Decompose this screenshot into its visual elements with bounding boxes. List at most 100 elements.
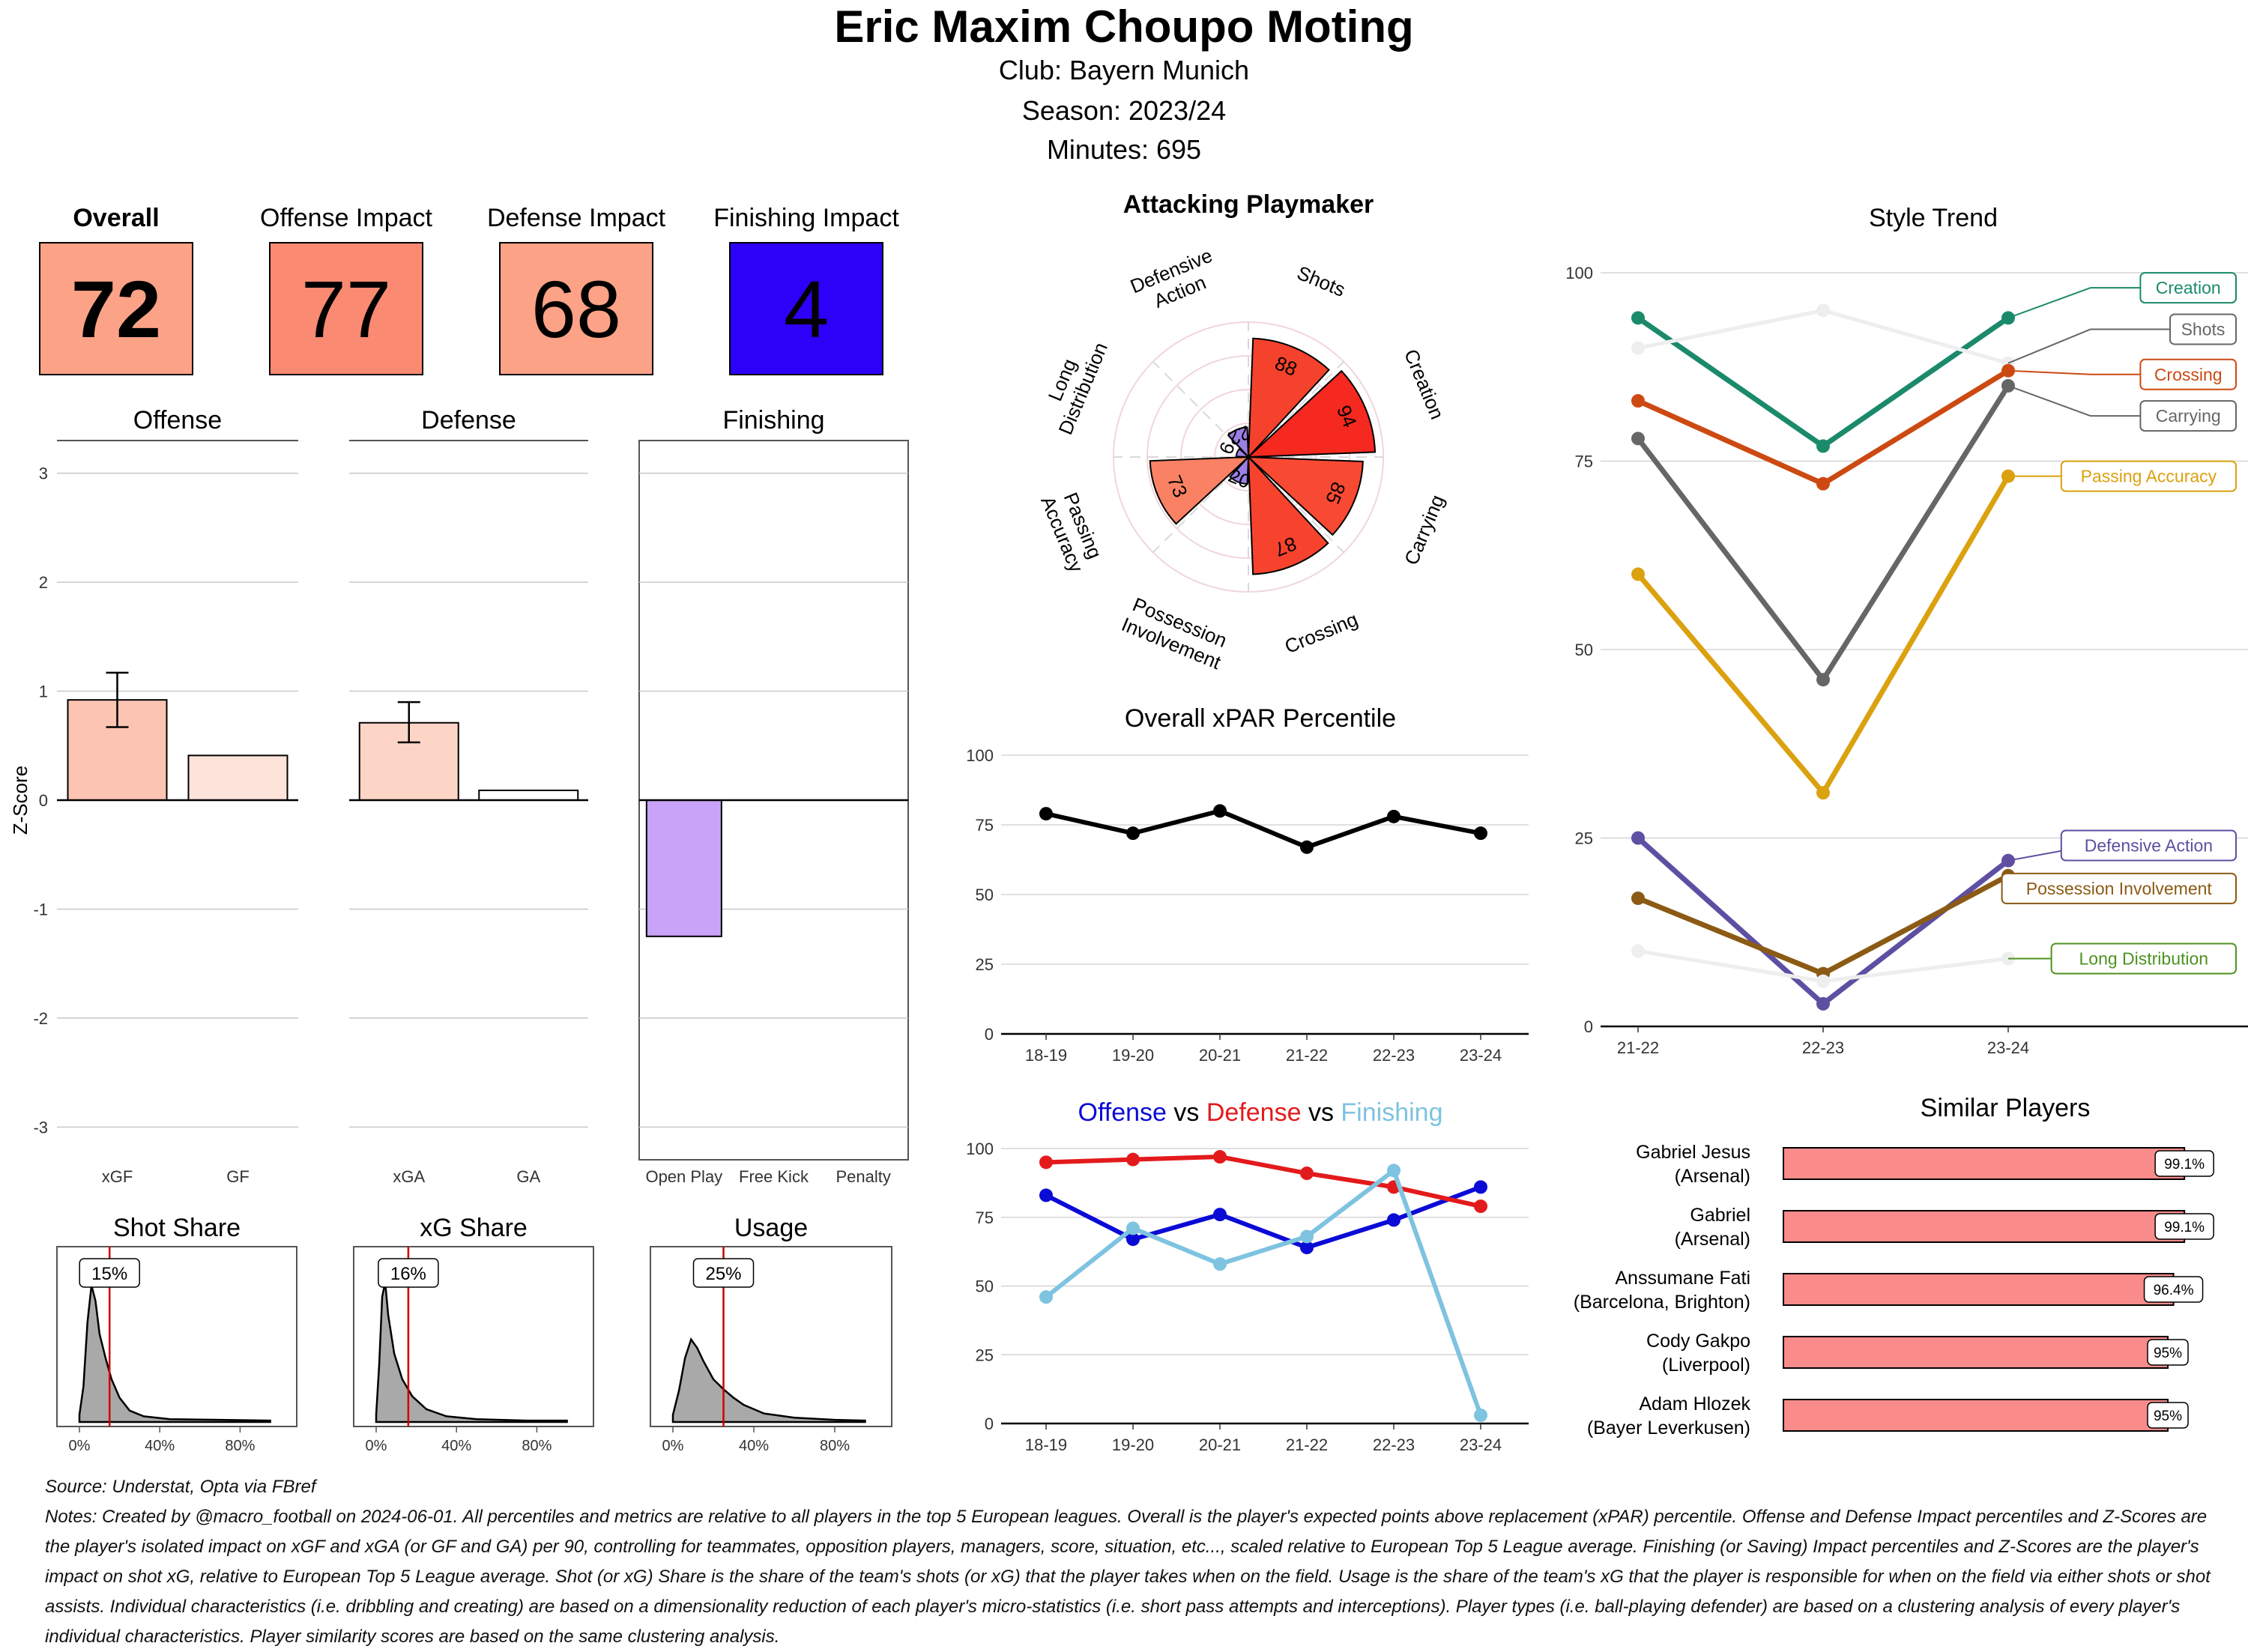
zscore-category-label: Penalty — [836, 1167, 890, 1186]
line-ytick-label: 100 — [966, 1140, 994, 1158]
line-xtick-label: 20-21 — [1199, 1435, 1241, 1454]
line-xtick-label: 19-20 — [1112, 1046, 1154, 1065]
xpar-line — [1045, 808, 1481, 850]
offense-defense-finishing-chart: Offense vs Defense vs Finishing 0 25 50 75 10… — [966, 1098, 1529, 1454]
style-series-label-box — [2169, 313, 2237, 345]
line-xtick-label: 22-23 — [1373, 1046, 1415, 1065]
density-tick-label: 0% — [366, 1438, 387, 1454]
density-marker-badge — [79, 1258, 140, 1288]
line-ytick-label: 0 — [985, 1025, 994, 1044]
style-point — [1816, 996, 1830, 1011]
line-ytick-label: 0 — [1584, 1017, 1593, 1036]
xpar-point — [1300, 840, 1314, 854]
density-panel-title: Shot Share — [113, 1214, 241, 1242]
similar-title: Similar Players — [1921, 1094, 2091, 1122]
zscore-ylabel: Z-Score — [9, 766, 31, 835]
similar-player-name: Gabriel Jesus — [1636, 1142, 1750, 1163]
similar-bar — [1783, 1147, 2186, 1180]
density-panel-title: Usage — [734, 1214, 808, 1242]
line-ytick-label: 75 — [1575, 453, 1593, 471]
line-ytick-label: 75 — [976, 816, 994, 835]
style-series-label: Crossing — [2154, 365, 2223, 384]
score-box — [39, 242, 193, 375]
radar-spoke — [1152, 456, 1249, 553]
style-series-line — [1636, 384, 2010, 685]
style-series-label-box — [2139, 358, 2237, 390]
odf-point — [1126, 1232, 1140, 1247]
similar-player-name: Adam Hlozek — [1639, 1394, 1750, 1415]
style-title: Style Trend — [1869, 204, 1998, 232]
odf-point — [1126, 1221, 1140, 1235]
style-label-leader — [2007, 369, 2091, 375]
odf-point — [1300, 1229, 1314, 1244]
zscore-ytick-label: -1 — [33, 900, 48, 919]
radar-gridline — [1180, 389, 1317, 525]
similar-value-badge — [2154, 1213, 2214, 1240]
style-point — [1816, 476, 1830, 491]
style-point — [1631, 831, 1645, 845]
radar-category-label: Shots — [1294, 261, 1349, 301]
line-ytick-label: 75 — [976, 1208, 994, 1227]
density-tick-label: 40% — [441, 1438, 471, 1454]
score-box — [499, 242, 653, 375]
style-point — [1816, 439, 1830, 453]
similar-player-club: (Arsenal) — [1675, 1166, 1750, 1187]
density-marker-label: 15% — [91, 1264, 127, 1284]
zscore-ytick-label: 2 — [39, 573, 48, 592]
odf-point — [1387, 1164, 1401, 1178]
radar-wedge — [1229, 455, 1250, 485]
density-tick-label: 80% — [820, 1438, 850, 1454]
style-point — [1631, 567, 1645, 581]
odf-series-line — [1045, 1167, 1483, 1416]
radar-category-label: Carrying — [1400, 491, 1448, 568]
score-box — [729, 242, 883, 375]
minutes-label: Minutes: 695 — [1047, 134, 1201, 165]
player-name: Eric Maxim Choupo Moting — [834, 1, 1413, 52]
share-density-panels: Shot Share 15% 0% 40% 80% xG Share 16% 0% 40% 80%… — [56, 1214, 892, 1454]
similar-value-label: 96.4% — [2154, 1283, 2194, 1298]
radar-category-label: Creation — [1400, 346, 1448, 423]
line-ytick-label: 100 — [1565, 264, 1593, 282]
zscore-category-label: GF — [226, 1167, 250, 1186]
style-series-line — [1636, 474, 2011, 798]
xpar-point — [1474, 826, 1487, 841]
season-label: Season: 2023/24 — [1022, 95, 1226, 126]
odf-point — [1474, 1199, 1487, 1214]
xpar-point — [1126, 826, 1140, 841]
odf-point — [1300, 1167, 1314, 1181]
zscore-bar — [187, 754, 288, 802]
style-series-label: Possession Involvement — [2026, 879, 2213, 898]
style-label-leader — [2007, 384, 2091, 417]
line-ytick-label: 0 — [985, 1415, 994, 1433]
odf-point — [1039, 1290, 1053, 1304]
similar-bar — [1783, 1273, 2175, 1306]
style-series-label: Carrying — [2156, 406, 2221, 426]
zscore-category-label: xGF — [102, 1167, 133, 1186]
line-xtick-label: 21-22 — [1286, 1435, 1328, 1454]
style-point — [1631, 341, 1645, 355]
odf-title-part: Defense — [1206, 1098, 1302, 1127]
odf-point — [1126, 1152, 1140, 1167]
odf-series-line — [1045, 1155, 1481, 1208]
similar-player-name: Cody Gakpo — [1646, 1331, 1750, 1352]
density-tick-label: 0% — [69, 1438, 91, 1454]
score-box-value: 68 — [531, 264, 621, 354]
odf-point — [1387, 1213, 1401, 1227]
density-panel-title: xG Share — [420, 1214, 528, 1242]
odf-title-part: vs — [1167, 1098, 1206, 1127]
line-ytick-label: 25 — [1575, 829, 1593, 848]
style-series-label-box — [2139, 272, 2237, 304]
similar-player-club: (Liverpool) — [1662, 1355, 1750, 1376]
similar-players-chart: Similar Players Gabriel Jesus (Arsenal) 99.… — [1574, 1094, 2214, 1438]
xpar-point — [1039, 807, 1053, 821]
style-series-label-box — [2060, 460, 2238, 492]
score-box-label: Overall — [73, 204, 159, 232]
similar-player-club: (Arsenal) — [1675, 1229, 1750, 1250]
line-ytick-label: 25 — [976, 1346, 994, 1364]
style-series-label: Shots — [2181, 319, 2226, 339]
style-series-label: Defensive Action — [2085, 836, 2213, 856]
line-ytick-label: 50 — [1575, 641, 1593, 659]
radar-wedge — [1227, 426, 1250, 459]
radar-wedge — [1149, 456, 1251, 525]
